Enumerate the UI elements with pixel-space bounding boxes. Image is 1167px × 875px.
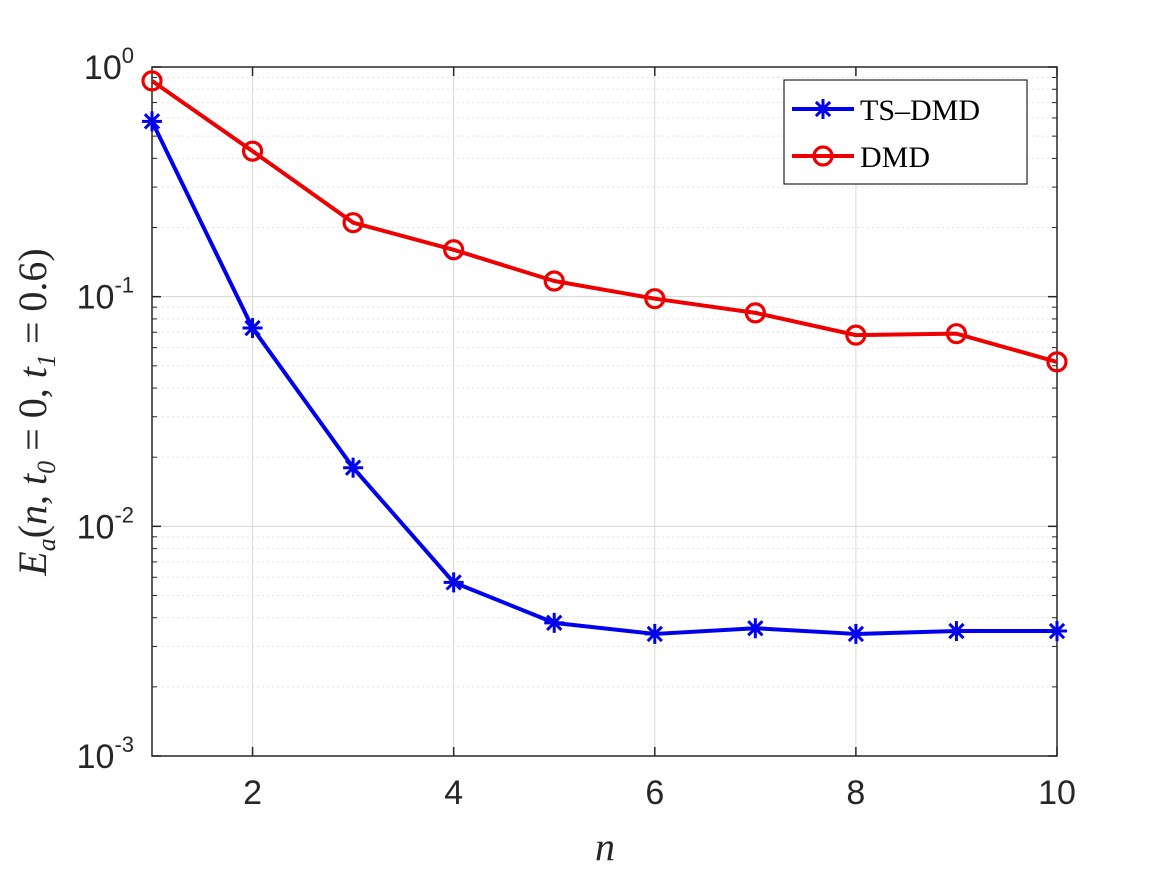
legend-marker-shape <box>813 99 833 119</box>
data-point-dmd <box>141 70 163 92</box>
x-tick-label: 4 <box>444 774 463 812</box>
data-point-dmd <box>644 288 666 310</box>
series-line-ts-dmd <box>150 120 1057 636</box>
legend-marker-shape <box>812 145 834 167</box>
data-point-ts-dmd <box>343 457 364 478</box>
axis-ticks: 2 4 6 8 10 100 10-1 10-2 10-3 <box>77 43 1076 812</box>
x-axis-title: n <box>595 824 615 869</box>
data-point-dmd <box>342 212 364 234</box>
data-point-ts-dmd <box>544 612 565 633</box>
data-point-dmd <box>241 140 264 162</box>
data-point-ts-dmd <box>745 618 766 639</box>
y-tick-label: 10-3 <box>77 732 134 776</box>
plot-frame <box>151 66 1058 757</box>
legend-box <box>783 79 1028 185</box>
legend: TS–DMD DMD <box>783 79 1028 185</box>
data-point-dmd <box>744 302 766 324</box>
data-point-dmd <box>845 324 867 346</box>
data-point-ts-dmd <box>644 623 665 644</box>
data-point-ts-dmd <box>443 572 464 593</box>
series-dmd <box>141 70 1068 373</box>
series-layer <box>141 70 1068 644</box>
y-tick-label: 10-1 <box>77 273 134 317</box>
series-line-dmd <box>150 79 1058 364</box>
legend-marker-dmd <box>812 145 834 167</box>
x-tick-label: 6 <box>645 774 664 812</box>
data-point-ts-dmd <box>845 623 866 644</box>
legend-marker-ts-dmd <box>813 99 833 119</box>
series-ts-dmd <box>142 111 1067 644</box>
data-point-ts-dmd <box>1047 621 1067 642</box>
x-tick-label: 8 <box>846 774 865 812</box>
y-axis-title: Ea(n, t0 = 0, t1 = 0.6) <box>10 248 61 576</box>
data-point-ts-dmd <box>142 111 162 132</box>
data-point-ts-dmd <box>242 318 263 339</box>
legend-label-ts-dmd: TS–DMD <box>860 94 980 127</box>
data-point-dmd <box>945 323 968 345</box>
x-tick-label: 10 <box>1038 774 1076 812</box>
legend-label-dmd: DMD <box>860 141 930 174</box>
data-point-ts-dmd <box>946 621 967 642</box>
data-point-dmd <box>1046 351 1068 373</box>
data-point-dmd <box>443 239 465 261</box>
data-point-dmd <box>543 270 565 292</box>
y-tick-label: 10-2 <box>77 502 134 546</box>
y-tick-label: 100 <box>84 43 134 87</box>
x-tick-label: 2 <box>243 774 262 812</box>
